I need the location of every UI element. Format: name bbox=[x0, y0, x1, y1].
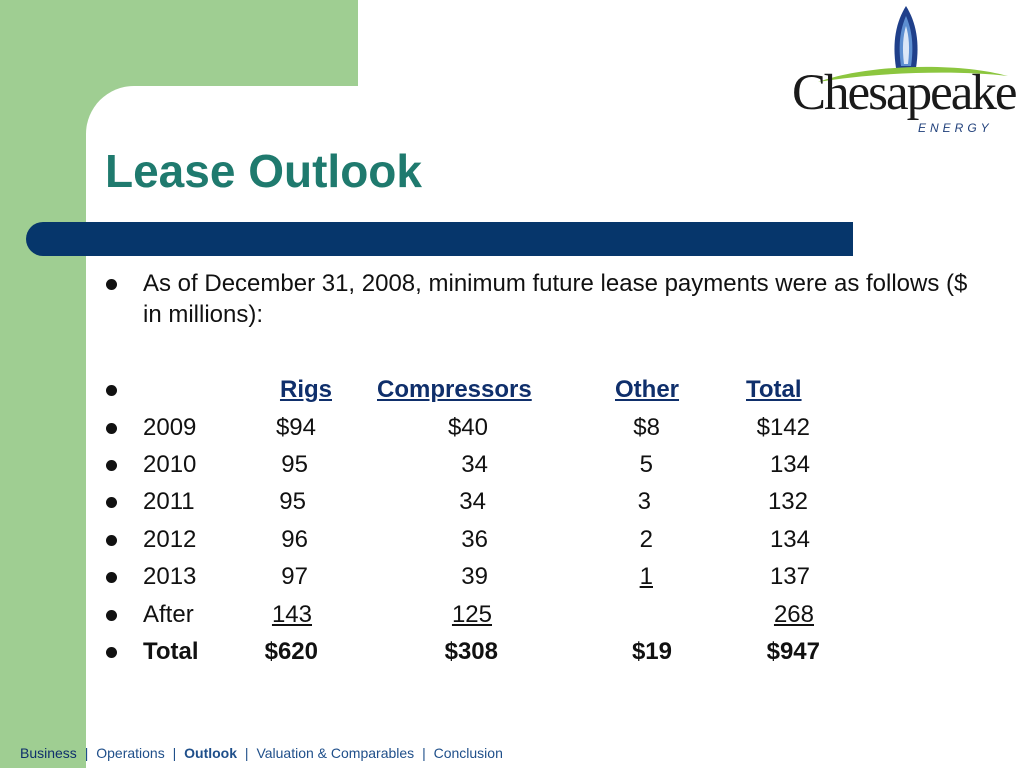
other-value: 3 bbox=[637, 488, 651, 515]
other-value: 5 bbox=[639, 451, 653, 478]
compressors-value: $40 bbox=[447, 414, 488, 441]
nav-separator: | bbox=[422, 745, 426, 761]
table-row: 2009 $94 $40 $8 $142 bbox=[0, 413, 1024, 443]
other-value: $8 bbox=[633, 414, 660, 441]
footer-nav: Business | Operations | Outlook | Valuat… bbox=[20, 745, 503, 761]
row-label: 2013 bbox=[143, 563, 197, 590]
total-value: 268 bbox=[773, 601, 814, 628]
table-row: 2013 97 39 1 137 bbox=[0, 562, 1024, 592]
compressors-value: 34 bbox=[461, 451, 488, 478]
title-divider-bar bbox=[26, 222, 853, 256]
table-row: After 143 125 268 bbox=[0, 600, 1024, 630]
table-row: 2012 96 36 2 134 bbox=[0, 525, 1024, 555]
compressors-value: 39 bbox=[461, 563, 488, 590]
compressors-value: 36 bbox=[461, 526, 488, 553]
nav-separator: | bbox=[172, 745, 177, 761]
nav-business[interactable]: Business bbox=[20, 745, 77, 761]
other-total: $19 bbox=[631, 638, 672, 665]
nav-separator: | bbox=[244, 745, 249, 761]
logo-subtitle: ENERGY bbox=[918, 121, 993, 135]
bullet-icon bbox=[106, 535, 117, 546]
chesapeake-logo: Chesapeake ENERGY bbox=[788, 2, 1024, 140]
header-rigs: Rigs bbox=[279, 376, 332, 403]
row-label: Total bbox=[143, 638, 199, 665]
nav-operations[interactable]: Operations bbox=[96, 745, 165, 761]
rigs-value: 143 bbox=[271, 601, 312, 628]
bullet-icon bbox=[106, 572, 117, 583]
slide-title: Lease Outlook bbox=[105, 145, 422, 197]
row-label: 2011 bbox=[143, 488, 195, 515]
rigs-value: 95 bbox=[281, 451, 308, 478]
bullet-icon bbox=[106, 460, 117, 471]
table-row: 2011 95 34 3 132 bbox=[0, 487, 1024, 517]
header-total: Total bbox=[746, 376, 802, 403]
compressors-value: 34 bbox=[459, 488, 486, 515]
header-compressors: Compressors bbox=[377, 376, 532, 403]
rigs-total: $620 bbox=[264, 638, 318, 665]
nav-valuation-comparables[interactable]: Valuation & Comparables bbox=[256, 745, 415, 761]
intro-text: As of December 31, 2008, minimum future … bbox=[143, 270, 968, 328]
total-value: 134 bbox=[769, 451, 810, 478]
bullet-icon bbox=[106, 423, 117, 434]
bullet-icon bbox=[106, 385, 117, 396]
rigs-value: 96 bbox=[281, 526, 308, 553]
total-value: 137 bbox=[769, 563, 810, 590]
nav-conclusion[interactable]: Conclusion bbox=[433, 745, 503, 761]
nav-outlook[interactable]: Outlook bbox=[184, 745, 238, 761]
flame-swoosh-icon bbox=[818, 6, 1008, 82]
rigs-value: 95 bbox=[279, 488, 306, 515]
grand-total: $947 bbox=[766, 638, 820, 665]
table-row: 2010 95 34 5 134 bbox=[0, 450, 1024, 480]
logo-wordmark: Chesapeake bbox=[792, 65, 1018, 121]
bullet-icon bbox=[106, 497, 117, 508]
bullet-icon bbox=[106, 647, 117, 658]
rigs-value: 97 bbox=[281, 563, 308, 590]
nav-separator: | bbox=[84, 745, 89, 761]
bullet-icon bbox=[106, 279, 117, 290]
table-header-row: Rigs Compressors Other Total bbox=[0, 375, 1024, 405]
row-label: 2009 bbox=[143, 414, 197, 441]
compressors-total: $308 bbox=[444, 638, 498, 665]
row-label: 2010 bbox=[143, 451, 197, 478]
other-value: 2 bbox=[639, 526, 653, 553]
row-label: 2012 bbox=[143, 526, 197, 553]
other-value: 1 bbox=[639, 563, 653, 590]
total-value: $142 bbox=[756, 414, 810, 441]
content-panel bbox=[86, 86, 1024, 768]
total-value: 132 bbox=[767, 488, 808, 515]
total-value: 134 bbox=[769, 526, 810, 553]
rigs-value: $94 bbox=[275, 414, 316, 441]
header-other: Other bbox=[615, 376, 680, 403]
row-label: After bbox=[143, 601, 194, 628]
table-total-row: Total $620 $308 $19 $947 bbox=[0, 637, 1024, 667]
compressors-value: 125 bbox=[451, 601, 492, 628]
bullet-icon bbox=[106, 610, 117, 621]
